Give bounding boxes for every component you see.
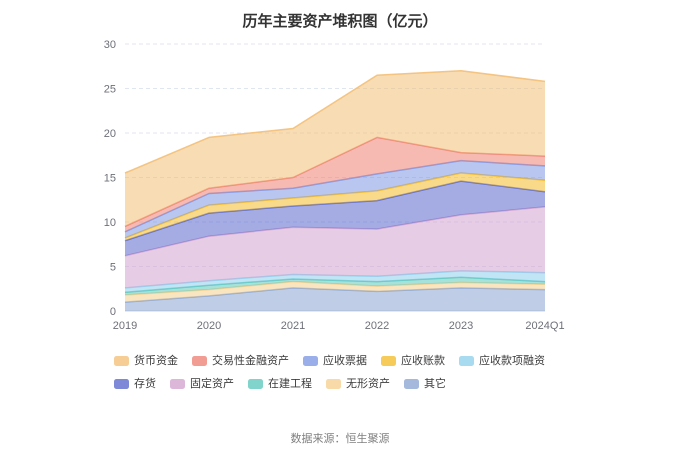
- area-无形资产: [125, 281, 545, 303]
- legend-swatch-icon: [192, 356, 207, 366]
- legend-label: 其它: [424, 378, 446, 390]
- page-title: 历年主要资产堆积图（亿元）: [242, 13, 438, 30]
- legend-item-固定资产[interactable]: 固定资产: [170, 378, 234, 390]
- y-axis-label: 25: [104, 84, 116, 96]
- legend-label: 在建工程: [268, 378, 312, 390]
- area-固定资产: [125, 206, 545, 288]
- line-货币资金: [124, 69, 546, 174]
- legend: 货币资金 交易性金融资产 应收票据 应收账款 应收款项融资存货 固定资产 在建工程 无形资产 其…: [114, 355, 566, 390]
- legend-label: 存货: [134, 378, 156, 390]
- legend-swatch-icon: [326, 379, 341, 389]
- y-axis-label: 30: [104, 39, 116, 51]
- legend-swatch-icon: [114, 356, 129, 366]
- y-axis-label: 10: [104, 217, 116, 229]
- area-其它: [125, 287, 545, 311]
- legend-item-无形资产[interactable]: 无形资产: [326, 378, 390, 390]
- area-交易性金融资产: [125, 137, 545, 232]
- x-axis-label: 2021: [281, 320, 305, 332]
- legend-swatch-icon: [381, 356, 396, 366]
- data-source: 数据来源：恒生聚源: [290, 433, 390, 445]
- area-应收款项融资: [125, 270, 545, 293]
- legend-swatch-icon: [459, 356, 474, 366]
- area-应收账款: [125, 173, 545, 241]
- legend-label: 货币资金: [134, 355, 178, 367]
- legend-item-应收款项融资[interactable]: 应收款项融资: [459, 355, 545, 367]
- legend-label: 应收票据: [323, 355, 367, 367]
- legend-label: 应收账款: [401, 355, 445, 367]
- y-axis-label: 15: [104, 173, 116, 185]
- legend-item-货币资金[interactable]: 货币资金: [114, 355, 178, 367]
- legend-item-应收票据[interactable]: 应收票据: [303, 355, 367, 367]
- legend-label: 固定资产: [190, 378, 234, 390]
- y-axis-label: 20: [104, 128, 116, 140]
- x-axis-label: 2020: [197, 320, 221, 332]
- x-axis-label: 2024Q1: [525, 320, 564, 332]
- y-axis-label: 5: [110, 262, 116, 274]
- legend-item-在建工程[interactable]: 在建工程: [248, 378, 312, 390]
- legend-swatch-icon: [114, 379, 129, 389]
- legend-item-应收账款[interactable]: 应收账款: [381, 355, 445, 367]
- legend-label: 交易性金融资产: [212, 355, 289, 367]
- legend-item-存货[interactable]: 存货: [114, 378, 156, 390]
- y-axis-label: 0: [110, 306, 116, 318]
- area-在建工程: [125, 277, 545, 295]
- legend-item-交易性金融资产[interactable]: 交易性金融资产: [192, 355, 289, 367]
- area-应收票据: [125, 160, 545, 238]
- legend-swatch-icon: [248, 379, 263, 389]
- area-货币资金: [125, 70, 545, 227]
- area-存货: [125, 181, 545, 256]
- x-axis-label: 2019: [113, 320, 137, 332]
- legend-swatch-icon: [170, 379, 185, 389]
- stacked-area-chart: 0 5 10 15 20 25 30 2019 2020 2021 2022 2023 2024Q1: [104, 39, 565, 332]
- x-axis-label: 2023: [449, 320, 473, 332]
- legend-label: 应收款项融资: [479, 355, 545, 367]
- legend-label: 无形资产: [346, 378, 390, 390]
- legend-item-其它[interactable]: 其它: [404, 378, 446, 390]
- x-axis-label: 2022: [365, 320, 389, 332]
- legend-swatch-icon: [303, 356, 318, 366]
- legend-swatch-icon: [404, 379, 419, 389]
